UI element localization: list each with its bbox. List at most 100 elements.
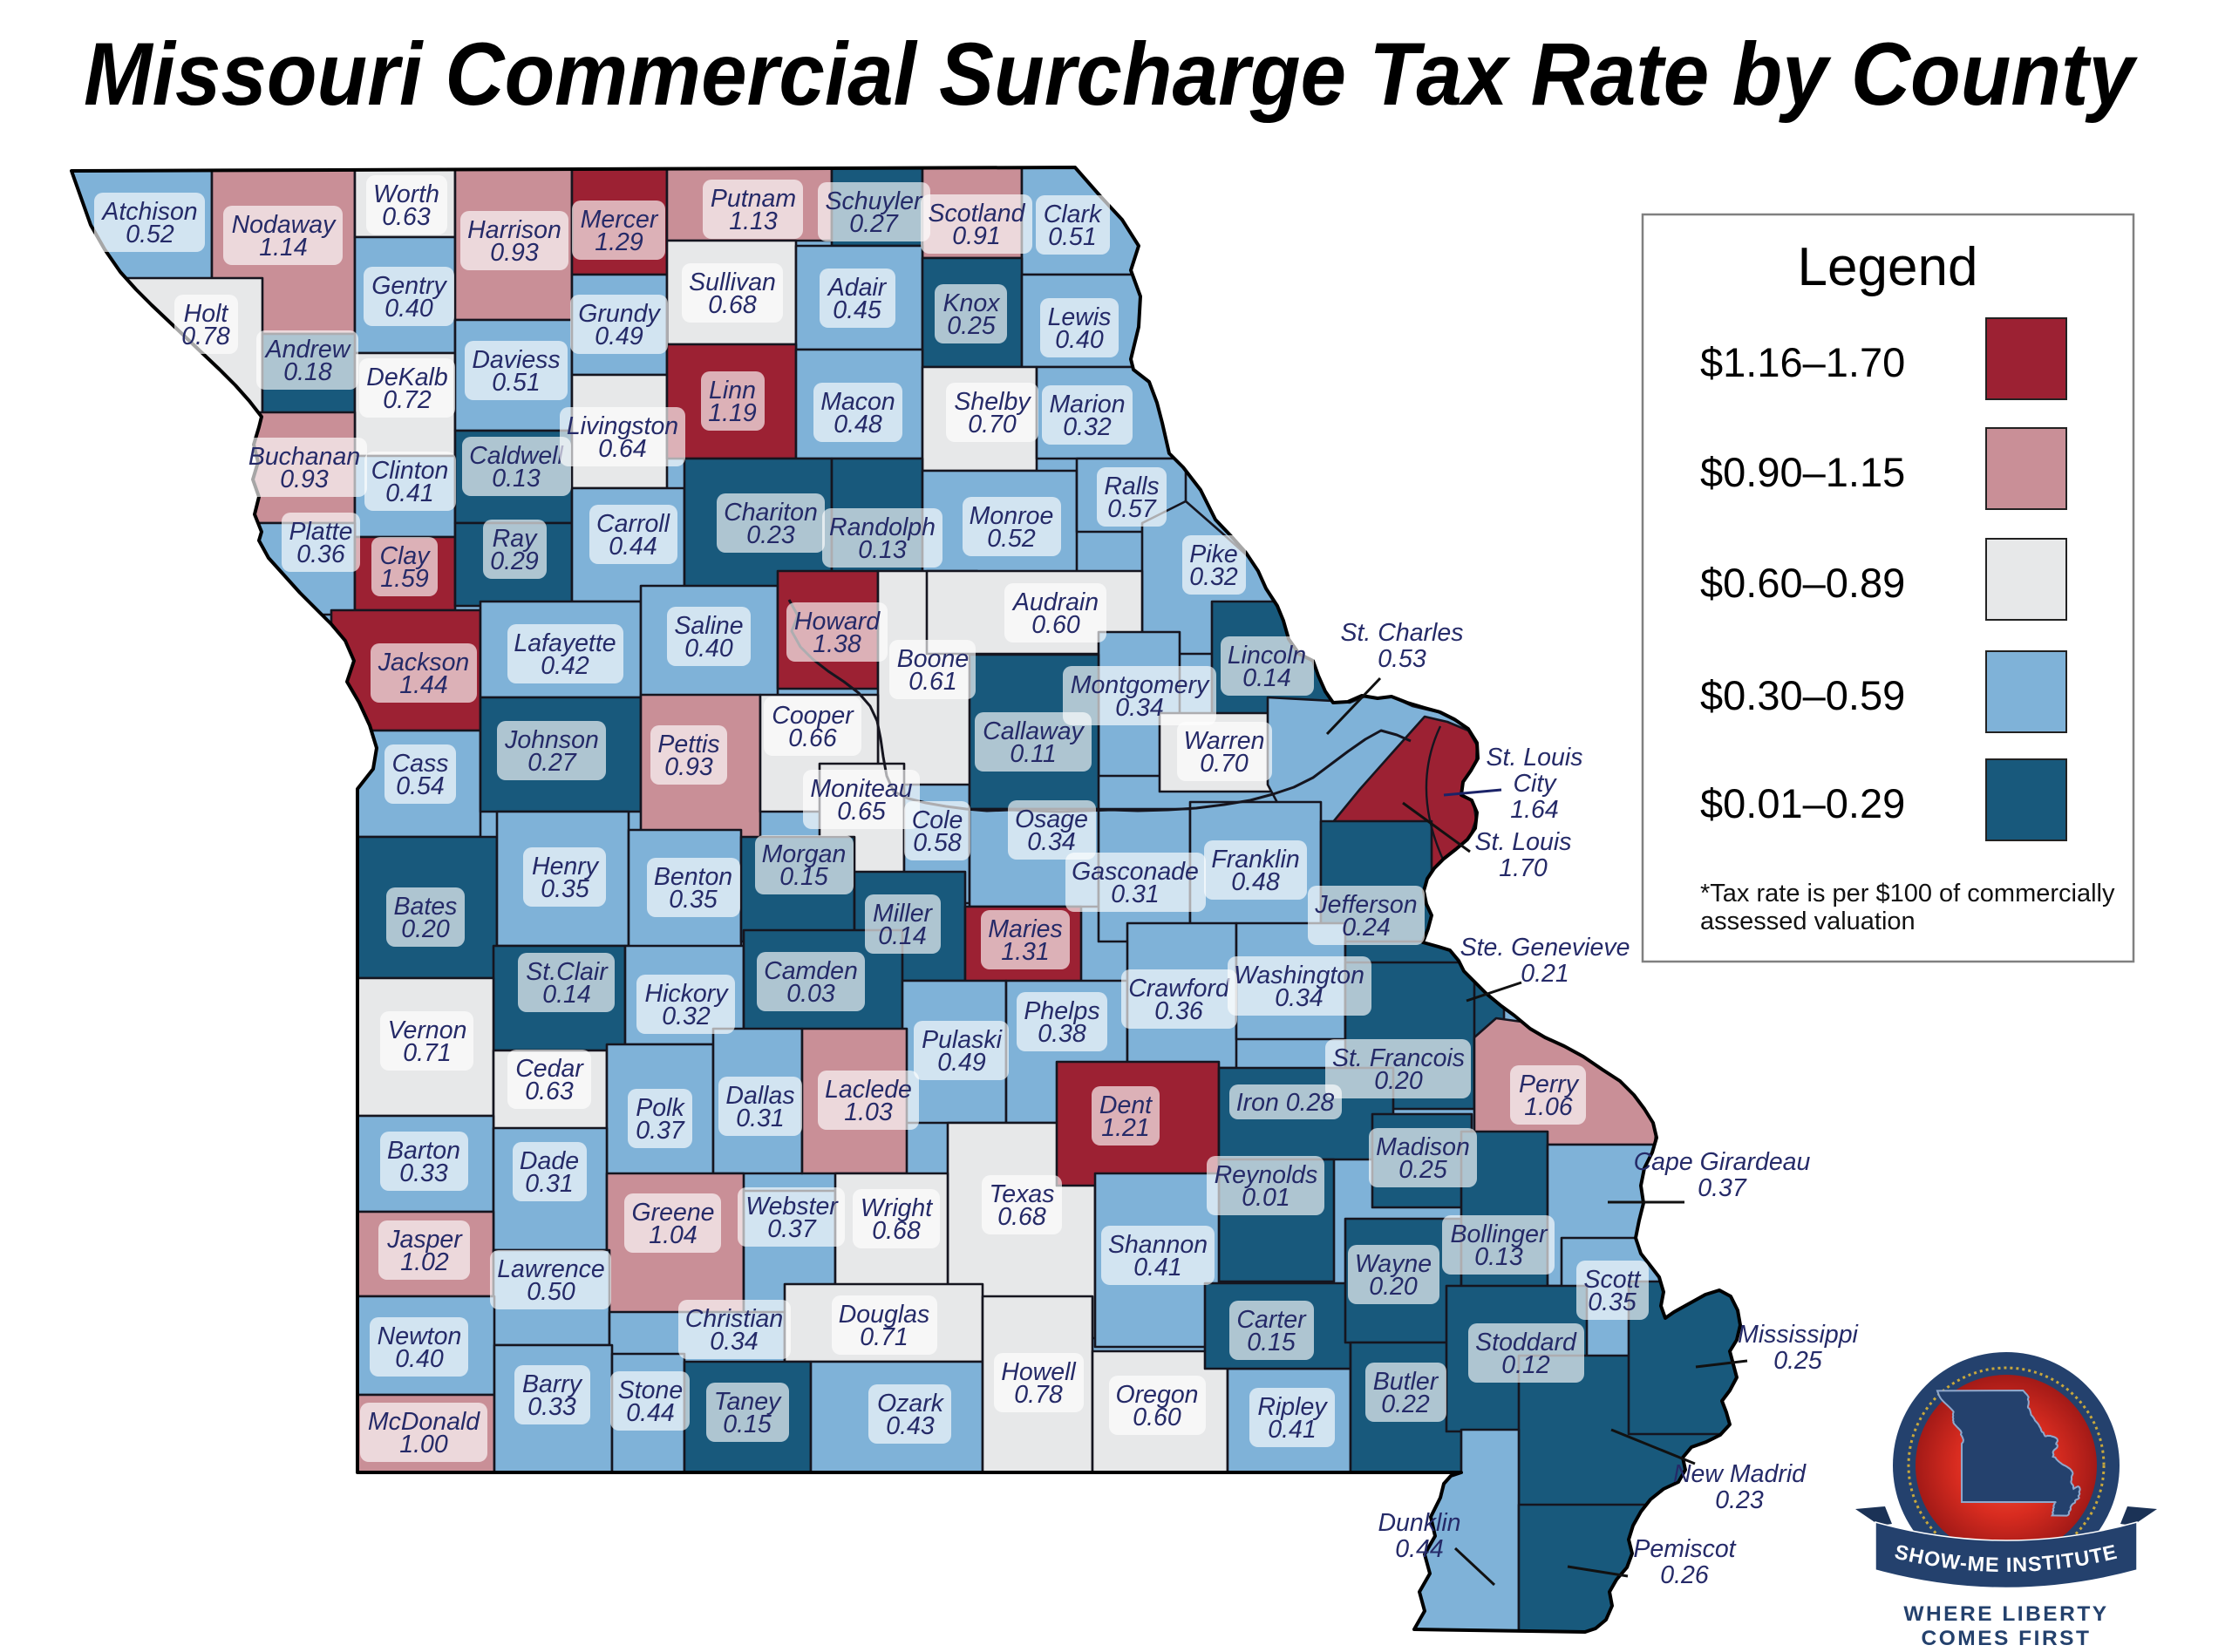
- svg-text:COMES FIRST: COMES FIRST: [1922, 1627, 2092, 1650]
- svg-text:0.93: 0.93: [280, 466, 329, 493]
- svg-text:$1.16–1.70: $1.16–1.70: [1700, 339, 1905, 385]
- svg-text:0.50: 0.50: [527, 1278, 575, 1306]
- svg-text:Crawford: Crawford: [1128, 975, 1230, 1003]
- svg-text:0.41: 0.41: [1133, 1254, 1181, 1281]
- svg-text:Pike: Pike: [1189, 540, 1237, 568]
- svg-text:Shelby: Shelby: [954, 388, 1031, 416]
- svg-text:0.13: 0.13: [1474, 1243, 1523, 1271]
- svg-text:City: City: [1513, 770, 1557, 798]
- svg-text:0.38: 0.38: [1038, 1020, 1086, 1048]
- svg-text:Perry: Perry: [1519, 1071, 1580, 1098]
- svg-text:$0.60–0.89: $0.60–0.89: [1700, 560, 1905, 606]
- svg-text:0.58: 0.58: [913, 829, 962, 857]
- svg-text:Ralls: Ralls: [1104, 472, 1159, 500]
- svg-text:0.60: 0.60: [1031, 611, 1080, 639]
- svg-text:$0.90–1.15: $0.90–1.15: [1700, 449, 1905, 495]
- svg-text:1.44: 1.44: [399, 671, 447, 699]
- svg-text:Dade: Dade: [520, 1147, 579, 1175]
- svg-text:0.36: 0.36: [1154, 997, 1203, 1025]
- svg-text:Stoddard: Stoddard: [1475, 1329, 1577, 1356]
- svg-text:0.57: 0.57: [1107, 495, 1157, 523]
- svg-text:Scott: Scott: [1584, 1266, 1642, 1294]
- svg-text:Lawrence: Lawrence: [497, 1255, 605, 1283]
- svg-text:New Madrid: New Madrid: [1673, 1460, 1807, 1488]
- svg-text:1.13: 1.13: [729, 207, 778, 235]
- svg-text:0.11: 0.11: [1010, 740, 1056, 768]
- svg-text:0.68: 0.68: [872, 1217, 921, 1245]
- svg-text:0.61: 0.61: [908, 668, 956, 696]
- svg-text:St.Clair: St.Clair: [526, 958, 609, 986]
- svg-text:0.40: 0.40: [384, 295, 433, 323]
- svg-text:Clark: Clark: [1044, 201, 1103, 228]
- svg-text:1.04: 1.04: [649, 1221, 697, 1249]
- svg-text:Wayne: Wayne: [1355, 1250, 1432, 1278]
- svg-text:Greene: Greene: [631, 1199, 714, 1227]
- svg-text:0.63: 0.63: [382, 203, 431, 231]
- svg-text:Barton: Barton: [387, 1137, 460, 1165]
- svg-text:Boone: Boone: [897, 645, 969, 673]
- svg-text:0.34: 0.34: [1115, 694, 1163, 722]
- svg-text:Ste. Genevieve: Ste. Genevieve: [1460, 934, 1630, 962]
- svg-text:0.34: 0.34: [1275, 984, 1323, 1012]
- svg-text:0.54: 0.54: [396, 772, 444, 800]
- svg-text:0.37: 0.37: [636, 1117, 685, 1145]
- svg-text:Texas: Texas: [990, 1180, 1055, 1208]
- svg-text:0.72: 0.72: [383, 386, 432, 414]
- svg-text:Franklin: Franklin: [1211, 846, 1299, 874]
- svg-text:Caldwell: Caldwell: [469, 442, 563, 470]
- svg-text:1.59: 1.59: [380, 565, 429, 593]
- svg-text:0.34: 0.34: [710, 1328, 758, 1356]
- svg-text:0.37: 0.37: [767, 1215, 817, 1243]
- svg-text:Schuyler: Schuyler: [826, 187, 923, 215]
- svg-text:0.25: 0.25: [1398, 1156, 1447, 1184]
- svg-text:1.03: 1.03: [844, 1098, 893, 1126]
- svg-text:Lewis: Lewis: [1048, 303, 1112, 331]
- svg-text:Stone: Stone: [618, 1377, 683, 1404]
- svg-text:Wright: Wright: [861, 1194, 933, 1222]
- svg-text:Howard: Howard: [794, 608, 881, 636]
- svg-text:Christian: Christian: [685, 1305, 783, 1333]
- svg-text:0.14: 0.14: [878, 922, 926, 950]
- svg-text:0.25: 0.25: [1773, 1347, 1822, 1375]
- svg-text:$0.01–0.29: $0.01–0.29: [1700, 780, 1905, 826]
- svg-text:Cooper: Cooper: [772, 702, 854, 730]
- svg-text:0.41: 0.41: [1268, 1416, 1316, 1444]
- svg-text:0.63: 0.63: [525, 1078, 574, 1105]
- svg-text:McDonald: McDonald: [368, 1408, 480, 1436]
- svg-text:WHERE LIBERTY: WHERE LIBERTY: [1903, 1602, 2108, 1626]
- svg-text:Cole: Cole: [912, 806, 963, 834]
- svg-text:0.13: 0.13: [858, 536, 907, 564]
- svg-text:Gentry: Gentry: [371, 272, 447, 300]
- svg-text:0.21: 0.21: [1521, 960, 1569, 988]
- svg-text:0.15: 0.15: [779, 863, 828, 891]
- svg-text:Bollinger: Bollinger: [1451, 1220, 1548, 1248]
- svg-text:Dallas: Dallas: [725, 1082, 794, 1110]
- svg-text:0.48: 0.48: [1231, 868, 1280, 896]
- svg-text:Camden: Camden: [764, 957, 858, 985]
- svg-text:0.40: 0.40: [395, 1345, 444, 1373]
- svg-text:0.52: 0.52: [126, 221, 174, 248]
- svg-text:Livingston: Livingston: [567, 412, 678, 440]
- svg-text:Barry: Barry: [522, 1370, 583, 1398]
- svg-text:Worth: Worth: [373, 180, 439, 208]
- svg-text:0.32: 0.32: [1189, 563, 1238, 591]
- svg-text:Carroll: Carroll: [596, 510, 670, 538]
- svg-text:Polk: Polk: [636, 1094, 685, 1122]
- svg-text:Callaway: Callaway: [983, 717, 1085, 745]
- svg-text:0.33: 0.33: [399, 1159, 448, 1187]
- svg-text:Ripley: Ripley: [1257, 1393, 1328, 1421]
- svg-text:Webster: Webster: [745, 1193, 839, 1220]
- svg-text:0.45: 0.45: [833, 296, 881, 324]
- svg-text:Linn: Linn: [709, 377, 756, 405]
- svg-text:0.93: 0.93: [490, 239, 539, 267]
- svg-text:0.22: 0.22: [1381, 1390, 1430, 1418]
- svg-text:1.21: 1.21: [1101, 1114, 1149, 1142]
- svg-text:Vernon: Vernon: [388, 1016, 467, 1044]
- svg-text:0.33: 0.33: [527, 1393, 576, 1421]
- svg-text:0.14: 0.14: [1242, 664, 1290, 692]
- svg-text:0.20: 0.20: [1374, 1067, 1423, 1095]
- svg-text:0.27: 0.27: [849, 210, 899, 238]
- svg-text:0.20: 0.20: [1369, 1273, 1418, 1301]
- svg-text:Benton: Benton: [654, 863, 732, 891]
- svg-text:Platte: Platte: [289, 518, 353, 546]
